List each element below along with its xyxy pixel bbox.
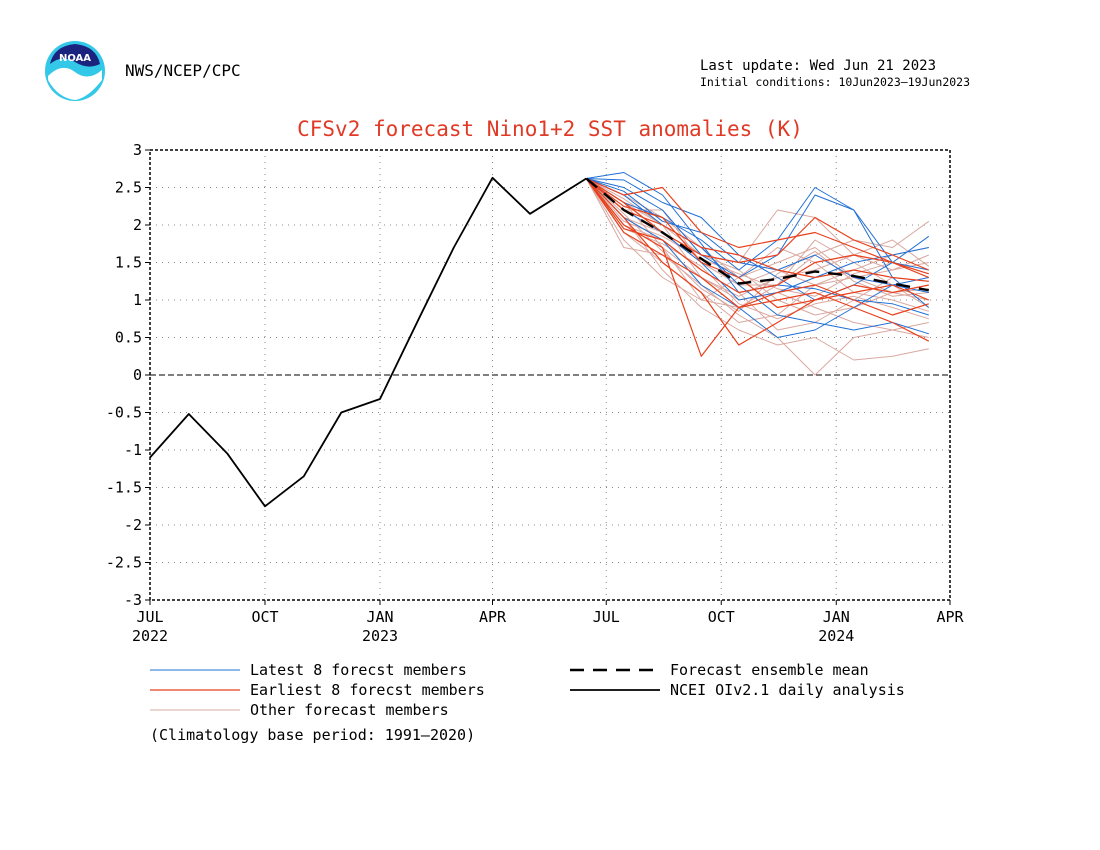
legend-label-earliest: Earliest 8 forecst members <box>250 681 485 699</box>
earliest-member-line <box>585 178 929 282</box>
earliest-member-line <box>586 177 930 279</box>
y-tick-label: 1 <box>133 291 142 309</box>
last-update: Last update: Wed Jun 21 2023 <box>700 58 937 74</box>
earliest-member-line <box>585 178 929 294</box>
x-tick-label: JAN <box>823 608 850 626</box>
analysis-line <box>149 176 587 508</box>
climatology-note: (Climatology base period: 1991—2020) <box>150 726 476 744</box>
y-tick-label: -1.5 <box>106 479 142 497</box>
legend-label-other: Other forecast members <box>250 701 449 719</box>
x-tick-label: JAN <box>366 608 393 626</box>
x-tick-label: JUL <box>136 608 163 626</box>
legend-label-mean: Forecast ensemble mean <box>670 661 869 679</box>
chart-title: CFSv2 forecast Nino1+2 SST anomalies (K) <box>297 117 803 141</box>
legend-label-latest: Latest 8 forecst members <box>250 661 467 679</box>
other-member-line <box>585 178 929 323</box>
latest-member-line <box>586 178 929 293</box>
y-tick-label: 1.5 <box>115 254 142 272</box>
other-member-line <box>585 178 929 331</box>
x-tick-label: JUL <box>593 608 620 626</box>
ensemble-mean-line <box>585 177 930 292</box>
y-tick-label: 2 <box>133 216 142 234</box>
x-tick-year-label: 2024 <box>818 627 854 645</box>
x-tick-label: OCT <box>708 608 735 626</box>
y-tick-label: -1 <box>124 441 142 459</box>
plot-frame <box>149 149 951 601</box>
other-member-line <box>585 178 929 316</box>
y-tick-label: 0.5 <box>115 329 142 347</box>
x-tick-year-label: 2023 <box>362 627 398 645</box>
x-tick-year-label: 2022 <box>132 627 168 645</box>
logo-text: NOAA <box>59 53 91 64</box>
earliest-member-line <box>585 178 930 309</box>
other-member-line <box>585 178 929 286</box>
x-tick-label: OCT <box>251 608 278 626</box>
y-tick-label: 0 <box>133 366 142 384</box>
other-member-line <box>585 178 929 376</box>
earliest-member-line <box>585 178 929 357</box>
other-member-line <box>585 178 930 286</box>
y-tick-label: -3 <box>124 591 142 609</box>
latest-member-line <box>585 178 929 338</box>
y-tick-label: -2.5 <box>106 554 142 572</box>
earliest-member-line <box>585 178 930 342</box>
y-tick-label: 3 <box>133 141 142 159</box>
y-tick-label: 2.5 <box>115 179 142 197</box>
y-tick-label: -0.5 <box>106 404 142 422</box>
x-tick-label: APR <box>936 608 964 626</box>
initial-conditions: Initial conditions: 10Jun2023–19Jun2023 <box>700 75 971 89</box>
y-tick-label: -2 <box>124 516 142 534</box>
x-tick-label: APR <box>479 608 507 626</box>
noaa-logo: NOAA <box>44 40 106 102</box>
legend-label-analysis: NCEI OIv2.1 daily analysis <box>670 681 905 699</box>
source-label: NWS/NCEP/CPC <box>125 61 241 80</box>
noaa-logo-icon: NOAA <box>45 41 105 101</box>
